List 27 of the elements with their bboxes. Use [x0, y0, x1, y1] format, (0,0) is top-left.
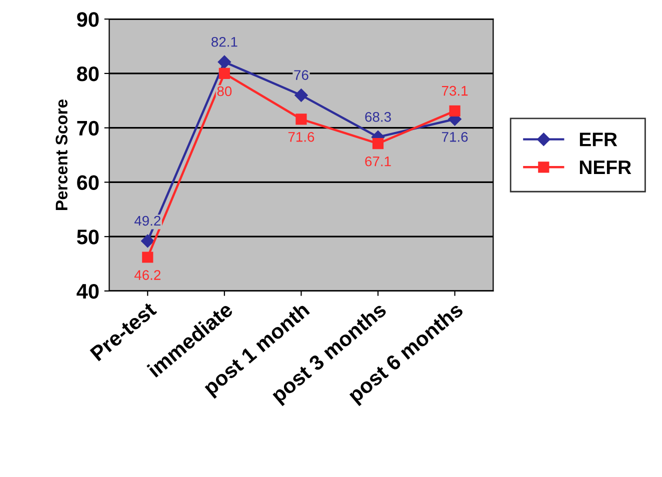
point — [142, 252, 154, 263]
data-label: 76 — [294, 70, 308, 80]
data-label: 71.6 — [442, 132, 468, 142]
point — [372, 138, 384, 150]
y-tick-label: 90 — [77, 12, 99, 27]
point — [296, 114, 307, 125]
y-tick-label: 60 — [77, 175, 99, 190]
data-label: 67.1 — [365, 156, 391, 166]
data-label: 71.6 — [288, 132, 314, 142]
legend-label: NEFR — [580, 160, 632, 174]
point — [218, 68, 230, 80]
data-label: 80 — [217, 86, 232, 96]
data-label: 46.2 — [134, 270, 160, 280]
y-tick-label: 40 — [76, 284, 99, 299]
y-tick-label: 70 — [77, 120, 99, 136]
data-label: 68.3 — [365, 112, 391, 122]
y-tick-label: 80 — [77, 66, 99, 82]
data-label: 49.2 — [134, 216, 160, 226]
point — [141, 234, 154, 248]
point — [294, 88, 308, 102]
y-axis-title: Percent Score — [56, 100, 68, 210]
data-label: 73.1 — [442, 86, 468, 96]
legend-label: EFR — [580, 132, 618, 146]
point — [218, 55, 232, 69]
y-tick-label: 50 — [76, 230, 99, 244]
point — [449, 105, 460, 117]
data-label: 82.1 — [212, 36, 238, 47]
